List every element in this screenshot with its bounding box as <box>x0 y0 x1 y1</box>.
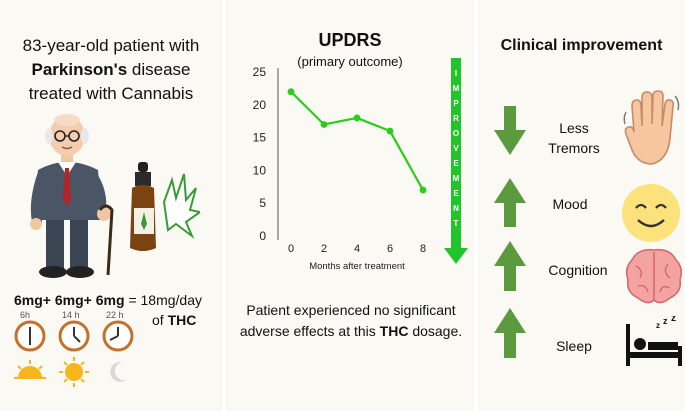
x-tick-label: 6 <box>387 243 393 255</box>
arrow-down-icon <box>494 106 526 155</box>
updrs-panel <box>226 0 474 411</box>
y-tick-label: 0 <box>259 229 266 243</box>
data-point <box>419 186 427 194</box>
updrs-subtitle: (primary outcome) <box>297 54 403 69</box>
improvement-label-sleep: Sleep <box>556 338 592 354</box>
improvement-arrow-letter: E <box>453 189 459 198</box>
y-tick-label: 20 <box>253 98 267 112</box>
improvement-arrow-head <box>444 248 468 264</box>
cannabis-oil-bottle-icon <box>130 162 200 251</box>
svg-text:z: z <box>671 316 676 324</box>
arrow-up-icon <box>494 308 526 358</box>
clock-icon <box>14 320 46 352</box>
improvement-arrow-letter: O <box>453 129 459 138</box>
time-label-1: 6h <box>20 310 31 320</box>
adverse-effects-note: Patient experienced no significant adver… <box>239 302 463 339</box>
improvement-arrow-letter: E <box>453 159 459 168</box>
improvement-arrow-letter: P <box>453 99 459 108</box>
moon-icon <box>110 361 126 382</box>
elderly-patient-illustration <box>30 114 114 278</box>
patient-title: 83-year-old patient with Parkinson's dis… <box>22 36 200 103</box>
improvement-arrow-shaft <box>451 58 461 248</box>
y-tick-label: 10 <box>253 163 267 177</box>
smiley-icon <box>622 184 680 242</box>
y-tick-label: 25 <box>253 65 267 79</box>
improvement-arrow-letter: T <box>454 219 459 228</box>
x-tick-label: 4 <box>354 243 360 255</box>
sleeping-person-icon: z z z <box>626 316 682 366</box>
dose-drug: of THC <box>152 312 197 328</box>
clock-icon <box>102 320 134 352</box>
arrow-up-icon <box>494 241 526 291</box>
sunrise-icon <box>14 360 46 379</box>
sun-icon <box>59 357 89 387</box>
hand-icon <box>623 90 680 165</box>
improvement-arrow-letter: N <box>453 204 459 213</box>
data-point <box>287 88 295 96</box>
data-point <box>320 121 328 128</box>
arrow-up-icon <box>494 178 526 227</box>
svg-text:z: z <box>656 321 660 330</box>
improvement-arrow-letter: V <box>453 144 459 153</box>
y-tick-label: 5 <box>259 196 266 210</box>
data-point <box>386 127 394 135</box>
time-label-3: 22 h <box>106 310 124 320</box>
improvement-arrow-letter: I <box>455 69 457 78</box>
time-label-2: 14 h <box>62 310 80 320</box>
improvement-label-mood: Mood <box>552 196 588 212</box>
brain-icon <box>625 248 683 304</box>
clinical-improvement-title: Clinical improvement <box>500 37 663 54</box>
clock-icon <box>58 320 90 352</box>
updrs-title: UPDRS <box>318 30 382 50</box>
updrs-series-line <box>290 90 424 191</box>
improvement-arrow-letter: R <box>453 114 459 123</box>
svg-text:z: z <box>663 316 668 326</box>
improvement-label-tremors: Less Tremors <box>548 120 600 156</box>
y-tick-label: 15 <box>253 131 267 145</box>
data-point <box>353 114 361 122</box>
dosing-clocks <box>14 320 134 387</box>
dose-schedule: 6mg+ 6mg+ 6mg = 18mg/day <box>14 292 202 308</box>
improvement-label-cognition: Cognition <box>548 262 608 278</box>
x-tick-label: 0 <box>288 243 294 255</box>
x-tick-label: 8 <box>420 243 426 255</box>
x-tick-label: 2 <box>321 243 327 255</box>
x-axis-label: Months after treatment <box>309 261 405 272</box>
improvement-arrow-letter: M <box>453 174 460 183</box>
improvement-arrow-letter: M <box>453 84 460 93</box>
improvement-arrows <box>494 106 526 358</box>
